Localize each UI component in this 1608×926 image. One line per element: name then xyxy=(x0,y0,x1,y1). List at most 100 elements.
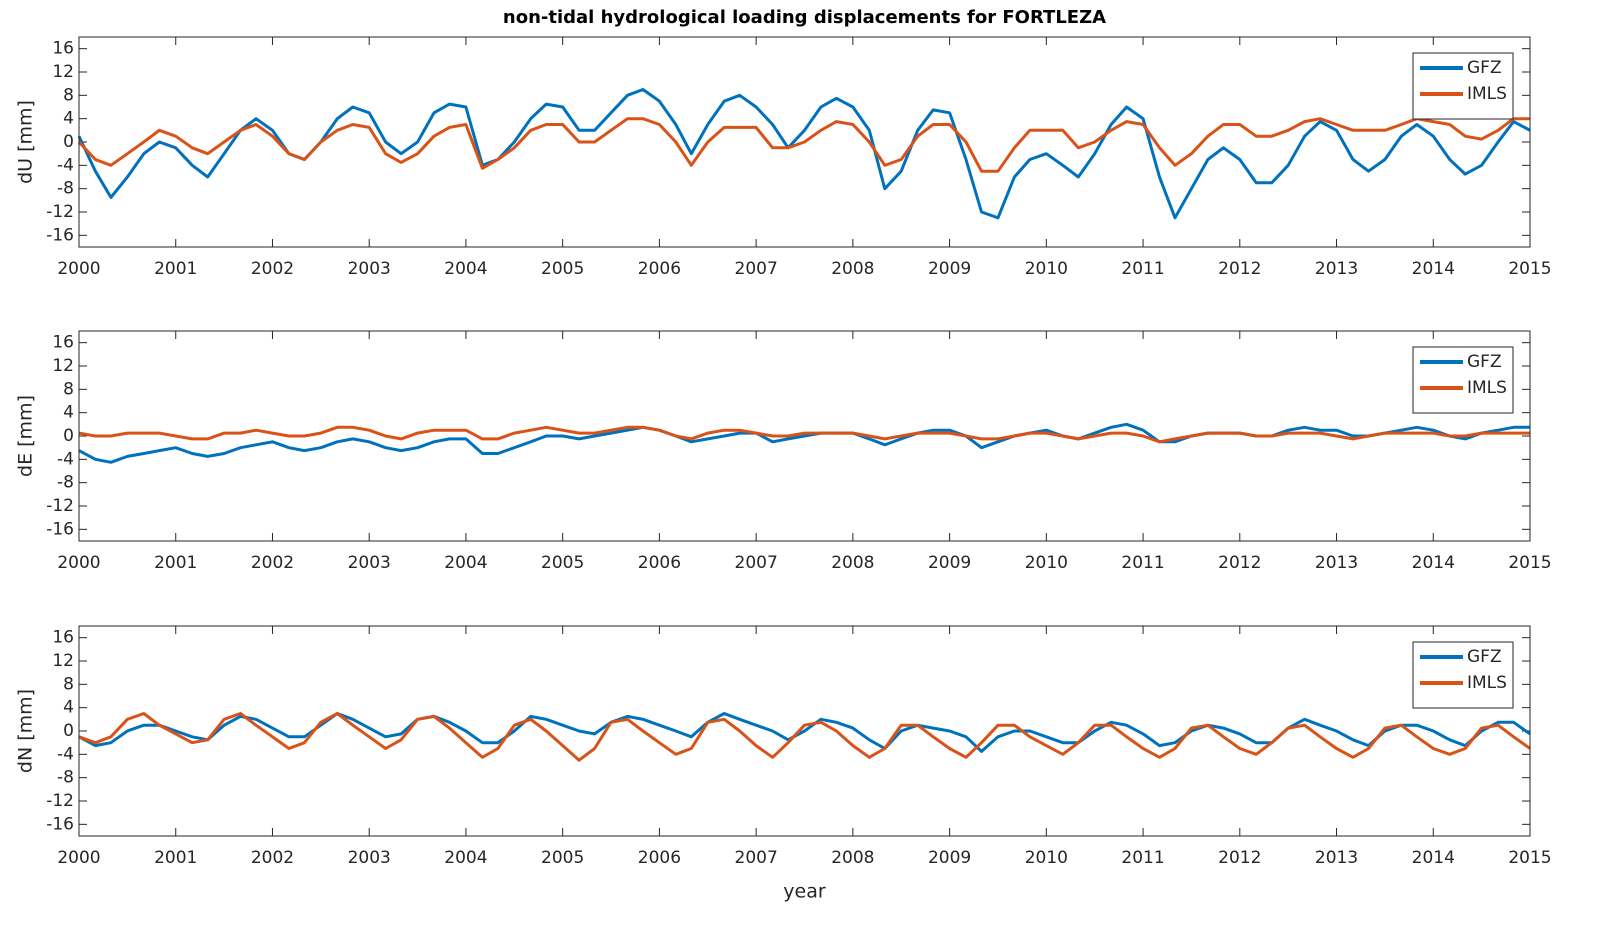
x-tick-label: 2005 xyxy=(541,259,584,279)
x-tick-label: 2001 xyxy=(154,553,197,573)
y-axis-label: dE [mm] xyxy=(15,395,37,477)
x-tick-label: 2000 xyxy=(57,259,100,279)
x-tick-label: 2003 xyxy=(348,848,391,868)
x-tick-label: 2011 xyxy=(1121,553,1164,573)
x-tick-label: 2004 xyxy=(444,848,487,868)
x-tick-label: 2003 xyxy=(348,259,391,279)
y-tick-label: 0 xyxy=(63,132,74,152)
x-tick-label: 2006 xyxy=(638,259,681,279)
x-tick-label: 2001 xyxy=(154,848,197,868)
x-tick-label: 2014 xyxy=(1412,259,1455,279)
x-tick-label: 2004 xyxy=(444,553,487,573)
x-tick-label: 2012 xyxy=(1218,848,1261,868)
x-tick-label: 2015 xyxy=(1508,259,1551,279)
y-tick-label: 4 xyxy=(63,109,74,129)
x-tick-label: 2014 xyxy=(1412,848,1455,868)
legend-label: GFZ xyxy=(1467,647,1502,667)
x-tick-label: 2015 xyxy=(1508,848,1551,868)
x-tick-label: 2005 xyxy=(541,848,584,868)
y-tick-label: -12 xyxy=(46,791,74,811)
x-axis-label: year xyxy=(783,881,826,903)
legend-label: IMLS xyxy=(1467,84,1507,104)
y-tick-label: -4 xyxy=(57,744,74,764)
x-tick-label: 2010 xyxy=(1025,259,1068,279)
legend-box xyxy=(1412,641,1514,709)
x-tick-label: 2009 xyxy=(928,848,971,868)
x-tick-label: 2011 xyxy=(1121,848,1164,868)
x-tick-label: 2002 xyxy=(251,848,294,868)
y-tick-label: 0 xyxy=(63,721,74,741)
x-tick-label: 2015 xyxy=(1508,553,1551,573)
x-tick-label: 2004 xyxy=(444,259,487,279)
axes-box xyxy=(78,330,1531,542)
y-tick-label: 16 xyxy=(52,628,74,648)
y-tick-label: 16 xyxy=(52,39,74,59)
y-tick-label: -12 xyxy=(46,202,74,222)
y-tick-label: 0 xyxy=(63,426,74,446)
x-tick-label: 2002 xyxy=(251,259,294,279)
x-tick-label: 2007 xyxy=(735,848,778,868)
y-tick-label: -4 xyxy=(57,449,74,469)
y-tick-label: -16 xyxy=(46,814,74,834)
data-line xyxy=(77,117,1530,173)
y-tick-label: 12 xyxy=(52,62,74,82)
x-tick-label: 2008 xyxy=(831,848,874,868)
subplot: 2000 2001 2002 2003 2004 2005 2006 2007 2008 2009… xyxy=(15,330,1552,573)
subplot: non-tidal hydrological loading displacem… xyxy=(15,7,1552,279)
legend-label: IMLS xyxy=(1467,378,1507,398)
x-tick-label: 2006 xyxy=(638,848,681,868)
y-tick-label: 4 xyxy=(63,698,74,718)
y-tick-label: -8 xyxy=(57,768,74,788)
x-tick-label: 2009 xyxy=(928,553,971,573)
y-tick-label: 12 xyxy=(52,356,74,376)
x-tick-label: 2006 xyxy=(638,553,681,573)
x-tick-label: 2000 xyxy=(57,553,100,573)
y-tick-label: -8 xyxy=(57,473,74,493)
x-tick-label: 2011 xyxy=(1121,259,1164,279)
x-tick-label: 2012 xyxy=(1218,553,1261,573)
x-tick-label: 2007 xyxy=(735,553,778,573)
x-tick-label: 2008 xyxy=(831,553,874,573)
x-tick-label: 2000 xyxy=(57,848,100,868)
subplot: 2000 2001 2002 2003 2004 2005 2006 2007 2008 2009… xyxy=(15,625,1552,903)
data-line xyxy=(78,712,1531,762)
chart-title: non-tidal hydrological loading displacem… xyxy=(503,7,1106,28)
y-tick-label: 8 xyxy=(63,85,74,105)
y-axis-label: dU [mm] xyxy=(15,100,37,184)
x-tick-label: 2003 xyxy=(348,553,391,573)
data-line xyxy=(78,425,1530,444)
x-tick-label: 2009 xyxy=(928,259,971,279)
y-tick-label: 8 xyxy=(63,379,74,399)
y-tick-label: -4 xyxy=(57,155,74,175)
x-tick-label: 2013 xyxy=(1315,553,1358,573)
x-tick-label: 2013 xyxy=(1315,259,1358,279)
x-tick-label: 2002 xyxy=(251,553,294,573)
x-tick-label: 2001 xyxy=(154,259,197,279)
data-line xyxy=(78,422,1530,464)
x-tick-label: 2010 xyxy=(1025,848,1068,868)
x-tick-label: 2007 xyxy=(735,259,778,279)
x-tick-label: 2013 xyxy=(1315,848,1358,868)
x-tick-label: 2012 xyxy=(1218,259,1261,279)
x-tick-label: 2010 xyxy=(1025,553,1068,573)
y-axis-label: dN [mm] xyxy=(15,689,37,773)
legend-label: IMLS xyxy=(1467,673,1507,693)
y-tick-label: 4 xyxy=(63,403,74,423)
axes-box xyxy=(78,625,1531,837)
y-tick-label: 8 xyxy=(63,674,74,694)
y-tick-label: -16 xyxy=(46,225,74,245)
y-tick-label: -16 xyxy=(46,519,74,539)
y-tick-label: 12 xyxy=(52,651,74,671)
legend-box xyxy=(1412,346,1514,414)
legend-box xyxy=(1412,52,1514,120)
y-tick-label: 16 xyxy=(52,333,74,353)
y-tick-label: -12 xyxy=(46,496,74,516)
y-tick-label: -8 xyxy=(57,179,74,199)
x-tick-label: 2005 xyxy=(541,553,584,573)
legend-label: GFZ xyxy=(1467,58,1502,78)
legend-label: GFZ xyxy=(1467,352,1502,372)
x-tick-label: 2014 xyxy=(1412,553,1455,573)
axes-box xyxy=(78,36,1531,248)
